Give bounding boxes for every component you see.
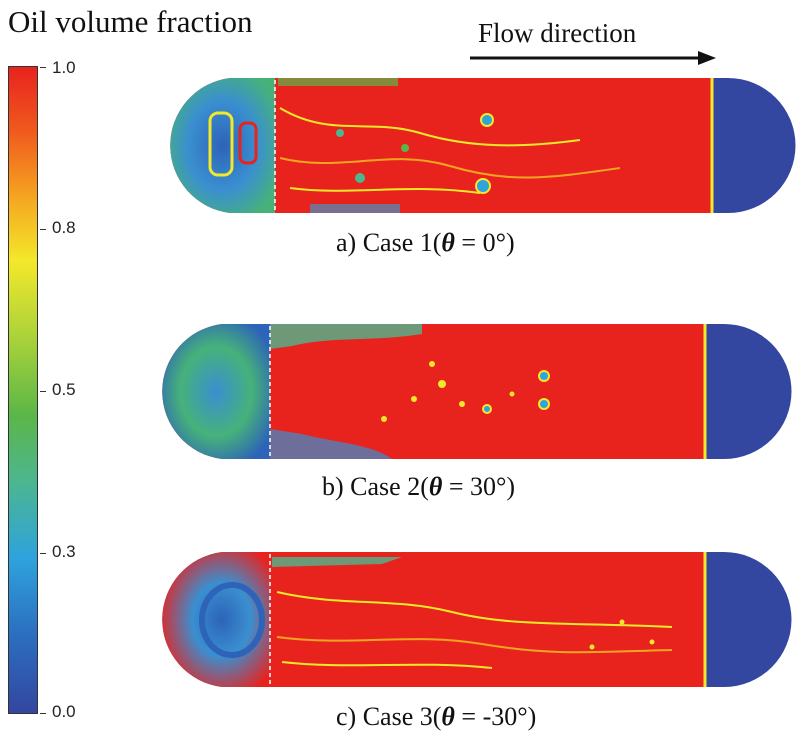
colorbar-tick-label: 0.0 (52, 702, 76, 721)
case3-caption: c) Case 3(θ = -30°) (336, 702, 537, 731)
water-region (705, 324, 792, 459)
oil-region (170, 78, 712, 213)
colorbar-tick (40, 67, 46, 68)
colorbar-tick (40, 553, 46, 554)
case3-contour-panel (162, 552, 792, 687)
colorbar (8, 66, 38, 714)
legend-title: Oil volume fraction (8, 4, 253, 39)
inlet-mixing-zone (162, 552, 270, 687)
water-region (705, 552, 792, 687)
colorbar-tick-label: 1.0 (52, 58, 76, 77)
case2-contour-panel (162, 324, 792, 459)
inlet-mixing-zone (162, 324, 270, 459)
flow-direction-arrow (470, 51, 716, 65)
colorbar-tick (40, 229, 46, 230)
case1-contour-panel (170, 78, 796, 213)
oil-region (162, 552, 705, 687)
colorbar-tick (40, 391, 46, 392)
colorbar-tick-label: 0.5 (52, 380, 76, 399)
colorbar-tick-label: 0.3 (52, 542, 76, 561)
case1-caption: a) Case 1(θ = 0°) (336, 228, 515, 257)
colorbar-tick-label: 0.8 (52, 218, 76, 237)
colorbar-tick (40, 713, 46, 714)
case2-caption: b) Case 2(θ = 30°) (322, 472, 516, 501)
flow-direction-label: Flow direction (478, 18, 637, 48)
oil-region (162, 324, 705, 459)
inlet-mixing-zone (170, 78, 275, 213)
water-region (712, 78, 796, 213)
